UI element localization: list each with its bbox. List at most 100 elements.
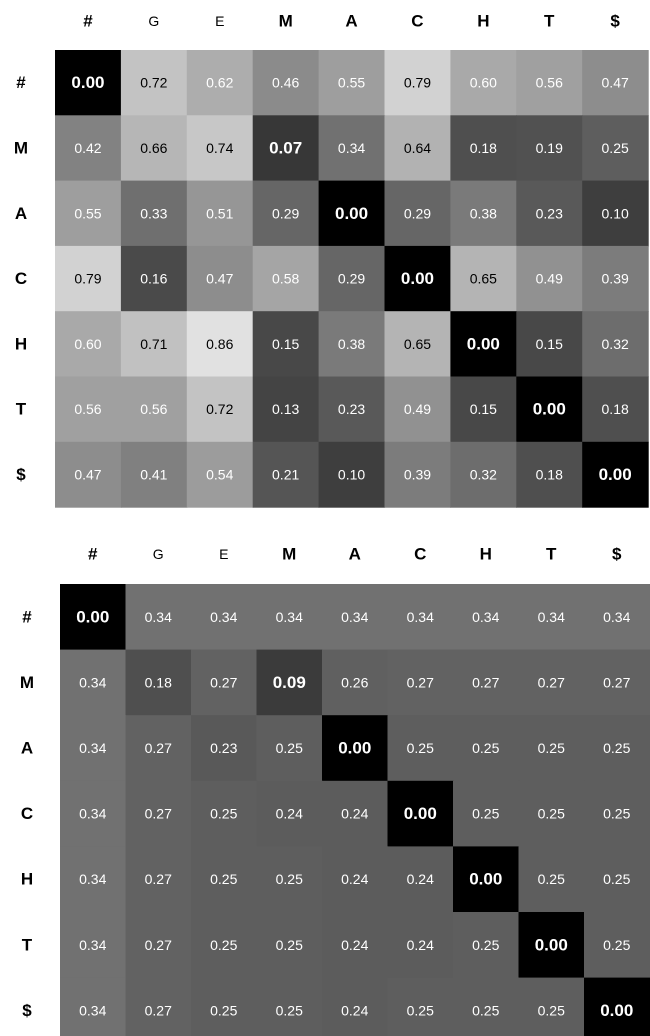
heatmap-cell: [55, 180, 122, 247]
row-header: A: [15, 204, 27, 223]
cell-label: 0.55: [74, 205, 101, 221]
heatmap-cell: [450, 245, 517, 312]
heatmap-cell: [120, 115, 188, 182]
cell-label: 0.25: [407, 1002, 434, 1018]
heatmap-cell: [318, 50, 386, 116]
cell-label: 0.26: [341, 674, 368, 690]
cell-label: 0.15: [536, 336, 563, 352]
cell-label: 0.27: [407, 674, 434, 690]
heatmap-cell: [582, 115, 649, 182]
row-header: H: [15, 334, 27, 353]
cell-label: 0.54: [206, 466, 233, 482]
cell-label: 0.34: [79, 740, 106, 756]
cell-label: 0.79: [74, 271, 101, 287]
heatmap-cell: [55, 115, 122, 182]
heatmap-cell: [516, 441, 583, 508]
heatmap-cell: [582, 50, 649, 116]
cell-label: 0.34: [407, 609, 434, 625]
heatmap-cell: [125, 715, 192, 782]
heatmap-cell: [322, 649, 389, 716]
heatmap-cell: [384, 311, 451, 378]
cell-label: 0.10: [338, 466, 365, 482]
cell-label: 0.29: [272, 205, 299, 221]
cell-label: 0.07: [269, 138, 302, 157]
cell-label: 0.25: [210, 806, 237, 822]
cell-label: 0.27: [210, 674, 237, 690]
cell-label: 0.00: [600, 1001, 633, 1020]
heatmap-cell: [322, 780, 389, 847]
cell-label: 0.32: [602, 336, 629, 352]
heatmap-cell: [125, 780, 192, 847]
heatmap-cell: [318, 441, 386, 508]
heatmap-cell: [252, 245, 320, 312]
heatmap-cell: [453, 715, 520, 782]
cell-label: 0.13: [272, 401, 299, 417]
cell-label: 0.19: [536, 140, 563, 156]
heatmap-cell: [322, 846, 389, 913]
heatmap-cell: [584, 912, 650, 979]
heatmap-cell: [584, 977, 650, 1036]
cell-label: 0.18: [470, 140, 497, 156]
cell-label: 0.33: [140, 205, 167, 221]
heatmap-cell: [60, 846, 127, 913]
heatmap-cell: [518, 584, 585, 651]
cell-label: 0.00: [467, 334, 500, 353]
row-header: #: [22, 607, 32, 626]
heatmap-cell: [518, 846, 585, 913]
heatmap-cell: [191, 846, 258, 913]
cell-label: 0.25: [210, 937, 237, 953]
cell-label: 0.62: [206, 75, 233, 91]
heatmap-cell: [516, 311, 583, 378]
heatmap-cell: [387, 584, 454, 651]
heatmap-cell: [450, 441, 517, 508]
col-header: G: [153, 546, 164, 562]
cell-label: 0.00: [71, 73, 104, 92]
cell-label: 0.25: [276, 937, 303, 953]
cell-label: 0.16: [140, 271, 167, 287]
heatmap-cell: [516, 180, 583, 247]
heatmap-cell: [60, 912, 127, 979]
heatmap-cell: [387, 649, 454, 716]
cell-label: 0.27: [145, 937, 172, 953]
row-header: A: [21, 739, 33, 758]
row-header: $: [16, 465, 26, 484]
cell-label: 0.34: [79, 806, 106, 822]
heatmap-cell: [450, 376, 517, 443]
cell-label: 0.18: [536, 466, 563, 482]
heatmap-cell: [582, 180, 649, 247]
cell-label: 0.79: [404, 75, 431, 91]
cell-label: 0.23: [536, 205, 563, 221]
col-header: H: [477, 12, 489, 31]
cell-label: 0.65: [470, 271, 497, 287]
col-header: T: [544, 12, 555, 31]
heatmap-cell: [584, 584, 650, 651]
heatmap-cell: [186, 115, 254, 182]
cell-label: 0.64: [404, 140, 431, 156]
cell-label: 0.00: [338, 739, 371, 758]
cell-label: 0.25: [276, 740, 303, 756]
cell-label: 0.65: [404, 336, 431, 352]
cell-label: 0.00: [469, 870, 502, 889]
heatmap-cell: [584, 715, 650, 782]
heatmap-cell: [120, 50, 188, 116]
heatmap-cell: [60, 649, 127, 716]
heatmap-cell: [384, 115, 451, 182]
cell-label: 0.47: [602, 75, 629, 91]
heatmap-cell: [191, 977, 258, 1036]
cell-label: 0.60: [470, 75, 497, 91]
heatmap-cell: [252, 50, 320, 116]
heatmap-cell: [582, 245, 649, 312]
heatmap-cell: [518, 977, 585, 1036]
cell-label: 0.24: [341, 806, 368, 822]
cell-label: 0.10: [602, 205, 629, 221]
cell-label: 0.39: [404, 466, 431, 482]
heatmap-cell: [252, 180, 320, 247]
row-header: $: [22, 1001, 32, 1020]
heatmap-cell: [55, 50, 122, 116]
cell-label: 0.21: [272, 466, 299, 482]
heatmap-cell: [256, 584, 323, 651]
heatmap-cell: [384, 50, 451, 116]
cell-label: 0.00: [76, 607, 109, 626]
heatmap-cell: [453, 780, 520, 847]
